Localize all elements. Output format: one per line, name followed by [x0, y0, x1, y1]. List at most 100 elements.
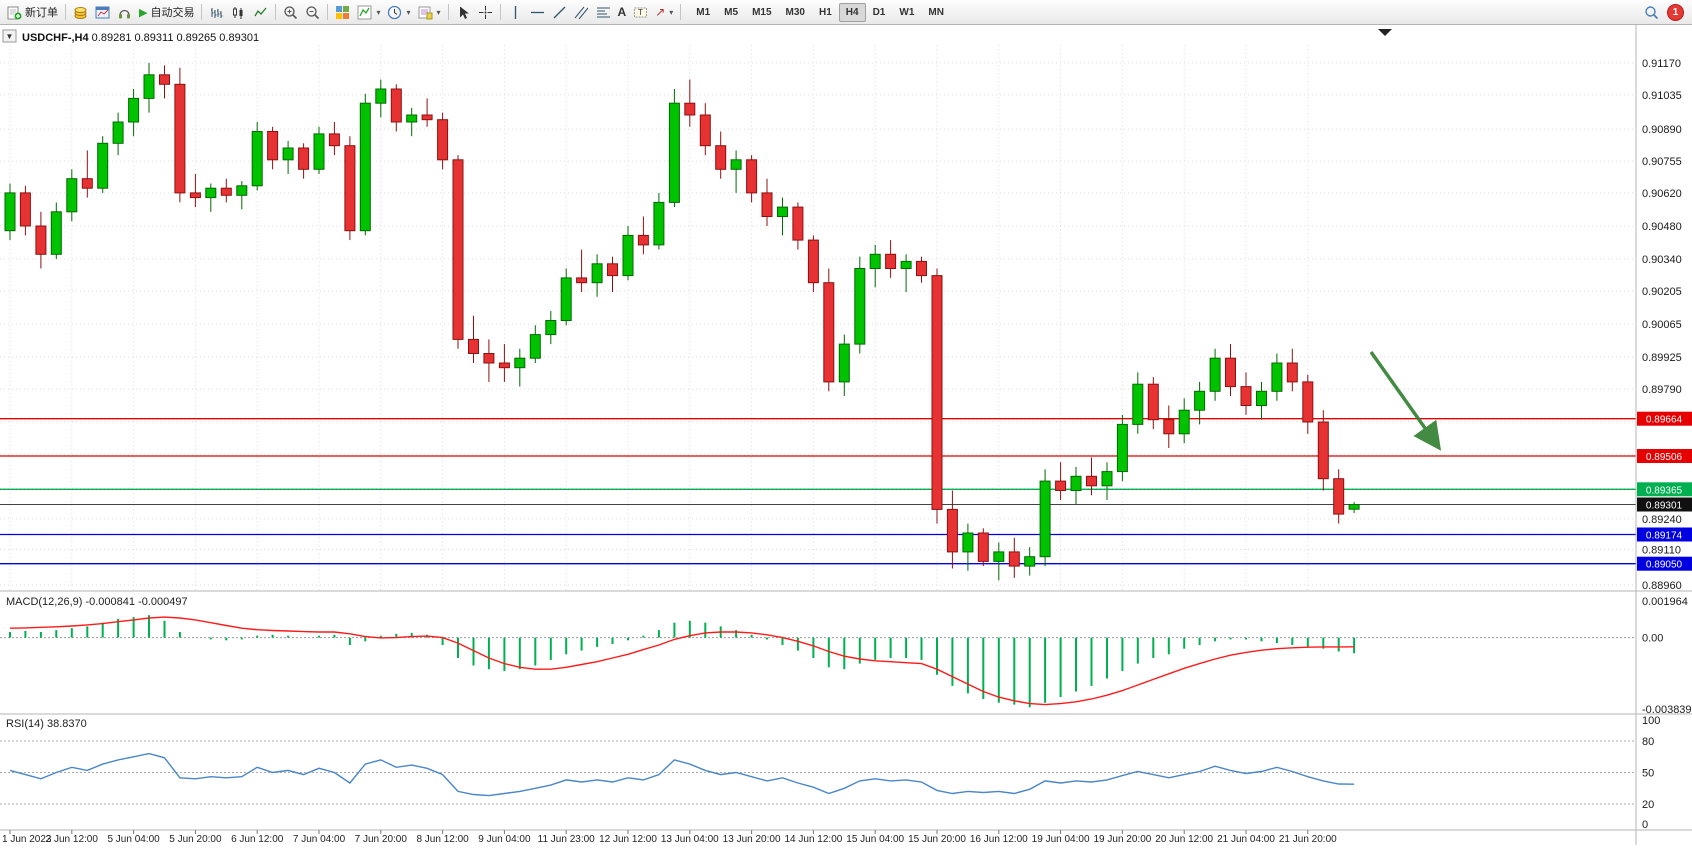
price-tag-text: 0.89174 [1646, 531, 1683, 542]
candle-up [869, 253, 881, 270]
zoom-out-button[interactable] [302, 2, 323, 22]
chart-symbol-header: USDCHF-,H4 0.89281 0.89311 0.89265 0.893… [22, 32, 259, 44]
timeframe-H4[interactable]: H4 [838, 2, 866, 22]
candle-up [1116, 423, 1128, 473]
price-axis-label: 0.90620 [1642, 188, 1682, 200]
one-click-trading-toggle[interactable] [2, 29, 17, 43]
notifications-badge[interactable]: 1 [1667, 3, 1684, 21]
tile-windows-icon [335, 5, 350, 20]
timeframe-M1[interactable]: M1 [696, 6, 711, 18]
toolbar-separator [327, 4, 329, 20]
arrows-tool-button[interactable]: ↗ ▾ [652, 2, 676, 22]
timeframe-W1[interactable]: W1 [899, 6, 915, 18]
crosshair-button[interactable] [475, 2, 496, 22]
candle-up [560, 277, 572, 321]
timeframe-MN[interactable]: MN [928, 6, 944, 18]
bar-chart-button[interactable] [206, 2, 227, 22]
horizontal-line-tool-button[interactable] [527, 2, 548, 22]
indicators-button[interactable]: ▾ [354, 2, 383, 22]
main-toolbar: 新订单 ▶ 自动交易 [0, 0, 1692, 25]
candle-up [668, 102, 680, 203]
price-axis-label: 0.90205 [1642, 286, 1682, 298]
search-button[interactable] [1641, 2, 1662, 22]
candle-up [777, 206, 788, 218]
candle-up [730, 159, 742, 170]
candle-up [854, 268, 866, 345]
candle-up [359, 102, 371, 232]
rsi-axis-label: 20 [1642, 799, 1654, 811]
zoom-in-button[interactable] [280, 2, 301, 22]
cursor-button[interactable] [453, 2, 474, 22]
rsi-header: RSI(14) 38.8370 [6, 718, 87, 730]
channel-tool-button[interactable] [571, 2, 592, 22]
candle-up [1271, 362, 1283, 392]
new-chart-button[interactable] [92, 2, 113, 22]
time-axis-label: 1 Jun 2023 [2, 834, 52, 845]
community-button[interactable] [114, 2, 135, 22]
candle-down [328, 133, 340, 147]
vertical-line-tool-button[interactable] [505, 2, 526, 22]
candle-down [977, 532, 989, 562]
chart-shift-marker[interactable] [1378, 29, 1392, 36]
toolbar-separator [680, 4, 682, 20]
candle-up [251, 131, 263, 187]
candlestick-chart-button[interactable] [228, 2, 249, 22]
candle-down [699, 114, 711, 147]
timeframe-M30[interactable]: M30 [785, 6, 805, 18]
chart-plot-area[interactable] [0, 25, 1692, 845]
auto-trading-button[interactable]: ▶ 自动交易 [136, 2, 197, 22]
search-icon [1644, 5, 1659, 20]
price-axis-label: 0.91170 [1642, 58, 1681, 70]
toolbar-separator [499, 4, 501, 20]
trend-arrow-annotation[interactable] [1369, 350, 1442, 451]
candle-down [452, 159, 464, 340]
candle-down [267, 131, 279, 161]
time-axis-label: 16 Jun 12:00 [970, 834, 1028, 845]
trendline-icon [552, 5, 567, 20]
indicators-icon [357, 5, 372, 20]
candle-up [143, 74, 155, 99]
candle-up [97, 142, 109, 189]
time-axis-label: 9 Jun 04:00 [478, 834, 531, 845]
fibonacci-tool-button[interactable] [593, 2, 614, 22]
channel-icon [574, 5, 589, 20]
tile-windows-button[interactable] [332, 2, 353, 22]
price-tag-text: 0.89664 [1646, 415, 1683, 426]
candle-down [637, 234, 649, 246]
arrow-tool-icon: ↗ [655, 5, 666, 19]
new-order-button[interactable]: 新订单 [4, 2, 61, 22]
crosshair-icon [478, 5, 493, 20]
market-watch-button[interactable] [70, 2, 91, 22]
periods-button[interactable]: ▾ [384, 2, 413, 22]
dropdown-arrow-icon: ▾ [669, 7, 674, 17]
price-tag-text: 0.89301 [1646, 501, 1683, 512]
timeframe-M15[interactable]: M15 [752, 6, 772, 18]
line-chart-button[interactable] [250, 2, 271, 22]
trendline-tool-button[interactable] [549, 2, 570, 22]
chart-window: 0.91170 0.91035 0.90890 0.90755 0.90620 0.904… [0, 25, 1692, 845]
toolbar-separator [65, 4, 66, 20]
price-chart-svg[interactable]: 0.91170 0.91035 0.90890 0.90755 0.90620 0.904… [0, 25, 1692, 845]
time-axis-label: 7 Jun 20:00 [355, 834, 408, 845]
candle-down [1333, 478, 1345, 515]
candle-up [1132, 383, 1144, 425]
rsi-line [9, 752, 1355, 797]
cursor-icon [456, 5, 471, 20]
candle-up [545, 320, 557, 336]
auto-trading-label: 自动交易 [150, 7, 195, 19]
timeframe-D1[interactable]: D1 [872, 6, 886, 18]
timeframe-M5[interactable]: M5 [724, 6, 739, 18]
text-label-tool-button[interactable]: T [630, 2, 651, 22]
candle-up [1070, 475, 1082, 491]
candle-up [529, 334, 541, 359]
price-tag [1637, 482, 1692, 497]
dropdown-arrow-icon: ▾ [406, 7, 411, 17]
time-axis-label: 19 Jun 20:00 [1093, 834, 1151, 845]
time-axis-label: 20 Jun 12:00 [1155, 834, 1213, 845]
candle-up [1209, 357, 1221, 392]
templates-button[interactable]: ▾ [415, 2, 444, 22]
candle-down [81, 178, 93, 189]
candle-up [900, 260, 912, 269]
timeframe-H1[interactable]: H1 [818, 6, 832, 18]
text-tool-button[interactable]: A [615, 2, 630, 22]
